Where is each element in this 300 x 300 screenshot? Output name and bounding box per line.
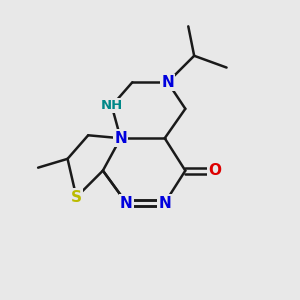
Text: N: N [158,196,171,211]
Text: N: N [161,75,174,90]
Text: NH: NH [100,99,123,112]
Text: N: N [114,131,127,146]
Text: S: S [71,190,82,205]
Text: O: O [208,163,221,178]
Text: N: N [120,196,133,211]
